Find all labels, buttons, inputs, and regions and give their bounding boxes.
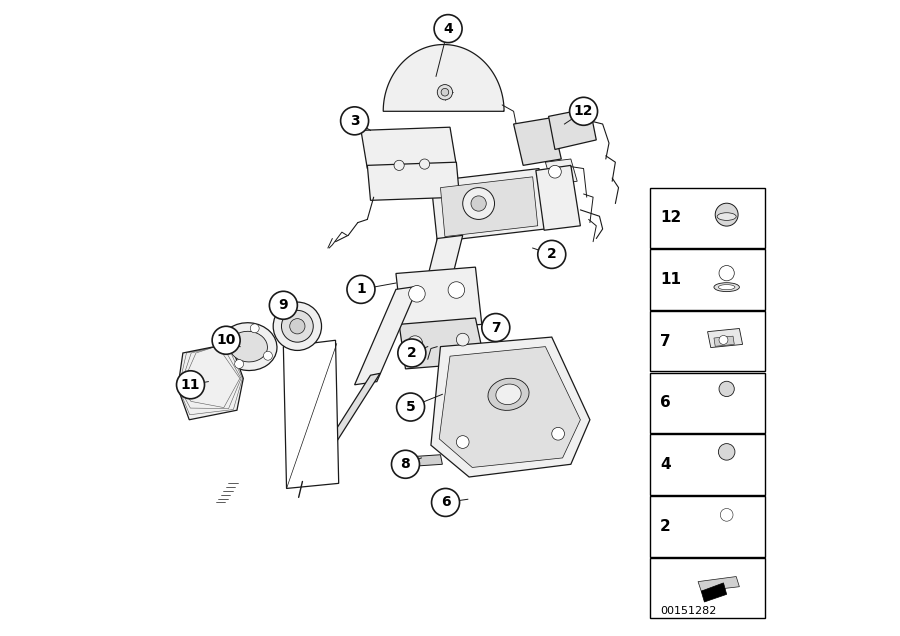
Circle shape xyxy=(176,371,204,399)
Text: 8: 8 xyxy=(400,457,410,471)
Polygon shape xyxy=(549,108,597,149)
Ellipse shape xyxy=(718,285,735,289)
Polygon shape xyxy=(714,336,734,346)
Text: 6: 6 xyxy=(660,396,670,410)
Text: 11: 11 xyxy=(660,272,681,287)
Polygon shape xyxy=(399,318,485,369)
Bar xyxy=(651,496,765,556)
Ellipse shape xyxy=(714,282,740,291)
Bar xyxy=(651,249,765,310)
Polygon shape xyxy=(698,576,740,591)
Circle shape xyxy=(392,450,419,478)
Text: 4: 4 xyxy=(443,22,453,36)
Circle shape xyxy=(538,240,566,268)
Ellipse shape xyxy=(717,212,736,220)
Ellipse shape xyxy=(230,331,267,362)
Circle shape xyxy=(463,188,494,219)
Polygon shape xyxy=(284,340,338,488)
Circle shape xyxy=(212,326,240,354)
Text: 3: 3 xyxy=(350,114,359,128)
Text: 1: 1 xyxy=(356,282,365,296)
Circle shape xyxy=(411,340,418,347)
Circle shape xyxy=(398,339,426,367)
Circle shape xyxy=(432,488,460,516)
Polygon shape xyxy=(707,328,742,347)
Circle shape xyxy=(552,427,564,440)
Text: 6: 6 xyxy=(441,495,450,509)
Circle shape xyxy=(340,107,369,135)
Polygon shape xyxy=(178,343,243,420)
Circle shape xyxy=(394,160,404,170)
Polygon shape xyxy=(412,455,443,466)
Text: 11: 11 xyxy=(181,378,201,392)
Text: 12: 12 xyxy=(574,104,593,118)
Bar xyxy=(651,373,765,433)
Polygon shape xyxy=(361,127,456,169)
Text: 5: 5 xyxy=(406,400,416,414)
Circle shape xyxy=(448,282,464,298)
Text: 7: 7 xyxy=(660,334,670,349)
Polygon shape xyxy=(545,159,577,184)
Circle shape xyxy=(720,509,733,522)
Circle shape xyxy=(347,275,375,303)
Circle shape xyxy=(223,335,232,344)
Text: 12: 12 xyxy=(660,211,681,225)
Polygon shape xyxy=(383,45,504,111)
Circle shape xyxy=(441,88,449,96)
Circle shape xyxy=(549,165,562,178)
Circle shape xyxy=(274,302,321,350)
Text: 4: 4 xyxy=(660,457,670,472)
Circle shape xyxy=(716,204,738,226)
Bar xyxy=(651,558,765,618)
Polygon shape xyxy=(439,347,580,467)
Bar xyxy=(651,188,765,248)
Circle shape xyxy=(719,336,728,345)
Circle shape xyxy=(235,359,244,368)
Circle shape xyxy=(482,314,509,342)
Polygon shape xyxy=(514,118,562,165)
Polygon shape xyxy=(367,162,460,200)
Polygon shape xyxy=(396,267,482,331)
Circle shape xyxy=(718,444,735,460)
Circle shape xyxy=(397,393,425,421)
Text: 9: 9 xyxy=(279,298,288,312)
Polygon shape xyxy=(425,235,463,289)
Circle shape xyxy=(269,291,297,319)
Text: 2: 2 xyxy=(660,519,670,534)
Circle shape xyxy=(250,324,259,333)
Ellipse shape xyxy=(220,322,277,371)
Ellipse shape xyxy=(496,384,521,404)
Circle shape xyxy=(290,319,305,334)
Circle shape xyxy=(408,336,423,351)
Text: 10: 10 xyxy=(216,333,236,347)
Circle shape xyxy=(264,351,273,360)
Bar xyxy=(651,434,765,495)
Polygon shape xyxy=(440,177,538,237)
Circle shape xyxy=(409,286,425,302)
Text: 2: 2 xyxy=(407,346,417,360)
Circle shape xyxy=(456,436,469,448)
Circle shape xyxy=(282,310,313,342)
Circle shape xyxy=(456,333,469,346)
Polygon shape xyxy=(355,286,418,385)
Polygon shape xyxy=(431,337,590,477)
Circle shape xyxy=(419,159,429,169)
Polygon shape xyxy=(431,169,545,242)
Polygon shape xyxy=(536,165,580,230)
Circle shape xyxy=(471,196,486,211)
Text: 00151282: 00151282 xyxy=(660,605,716,616)
Bar xyxy=(651,311,765,371)
Circle shape xyxy=(719,381,734,397)
Circle shape xyxy=(434,15,462,43)
Circle shape xyxy=(719,265,734,280)
Polygon shape xyxy=(701,583,726,602)
Polygon shape xyxy=(301,373,380,485)
Ellipse shape xyxy=(488,378,529,410)
Text: 7: 7 xyxy=(491,321,500,335)
Circle shape xyxy=(437,85,453,100)
Circle shape xyxy=(570,97,598,125)
Text: 2: 2 xyxy=(547,247,556,261)
